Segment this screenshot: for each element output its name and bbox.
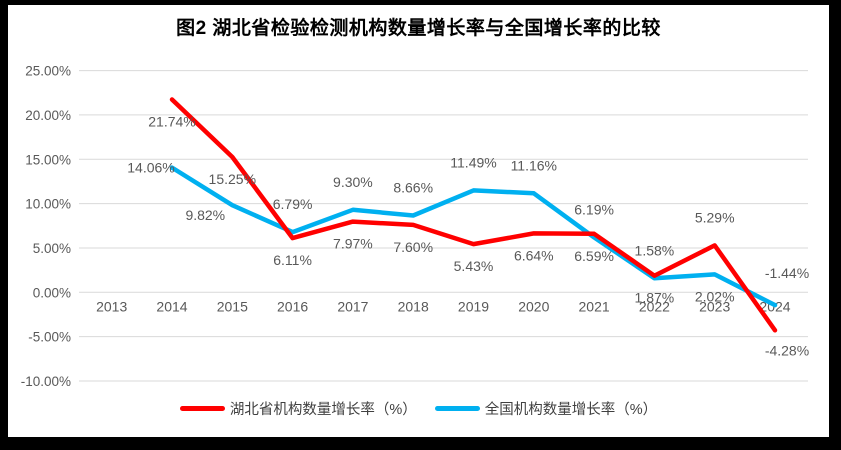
hubei-series-legend-label: 湖北省机构数量增长率（%）	[229, 402, 417, 418]
data-label: 11.49%	[450, 154, 496, 170]
y-axis-label: 5.00%	[33, 241, 71, 256]
data-label: 2.02%	[695, 288, 735, 304]
data-label: 5.29%	[695, 209, 735, 225]
data-label: -1.44%	[765, 265, 809, 281]
x-axis-label: 2013	[96, 299, 127, 315]
x-axis-label: 2017	[337, 299, 368, 315]
x-axis-label: 2018	[398, 299, 429, 315]
legend-item-national-series: 全国机构数量增长率（%）	[434, 398, 658, 419]
national-series-line	[169, 165, 778, 308]
data-label: 7.60%	[393, 239, 433, 255]
data-label: 8.66%	[393, 180, 433, 196]
data-label: 6.59%	[574, 248, 614, 264]
data-label: -4.28%	[765, 342, 809, 358]
y-axis-label: 10.00%	[25, 197, 71, 212]
national-series-legend-label: 全国机构数量增长率（%）	[484, 402, 658, 418]
legend: 湖北省机构数量增长率（%） 全国机构数量增长率（%）	[8, 398, 829, 419]
data-label: 15.25%	[209, 171, 256, 187]
x-axis-label: 2016	[277, 299, 308, 315]
y-axis-label: -10.00%	[21, 374, 71, 389]
chart-title: 图2 湖北省检验检测机构数量增长率与全国增长率的比较	[176, 18, 661, 39]
x-axis-label: 2014	[156, 299, 187, 315]
legend-item-hubei-series: 湖北省机构数量增长率（%）	[179, 398, 417, 419]
plot-area: 25.00% 20.00% 15.00% 10.00% 5.00% 0.00% -5.00%…	[21, 64, 809, 389]
data-label: 9.82%	[185, 207, 225, 223]
y-axis-label: 0.00%	[33, 285, 71, 300]
y-axis-label: 15.00%	[25, 152, 71, 167]
x-axis-label: 2023	[699, 299, 730, 315]
data-label: 7.97%	[333, 236, 373, 252]
y-axis-label: -5.00%	[28, 330, 71, 345]
data-label: 21.74%	[148, 114, 195, 130]
y-axis-label: 25.00%	[25, 64, 71, 79]
x-axis-label: 2019	[458, 299, 489, 315]
data-label: 6.19%	[574, 201, 614, 217]
x-axis-label: 2015	[217, 299, 248, 315]
data-label: 1.58%	[635, 242, 675, 258]
data-label: 14.06%	[127, 160, 174, 176]
data-label: 6.79%	[273, 196, 313, 212]
data-label: 6.11%	[273, 252, 312, 268]
hubei-series-legend-swatch	[179, 406, 225, 411]
national-series-legend-swatch	[434, 406, 480, 411]
hubei-series-line	[169, 97, 778, 333]
data-label: 6.64%	[514, 247, 554, 263]
x-axis-label: 2022	[639, 299, 670, 315]
y-axis-label: 20.00%	[25, 108, 71, 123]
data-label: 11.16%	[511, 157, 557, 173]
data-label: 5.43%	[454, 258, 494, 274]
data-label: 1.87%	[635, 290, 675, 306]
x-axis-label: 2020	[518, 299, 549, 315]
x-axis-label: 2021	[579, 299, 610, 315]
data-label: 9.30%	[333, 174, 373, 190]
